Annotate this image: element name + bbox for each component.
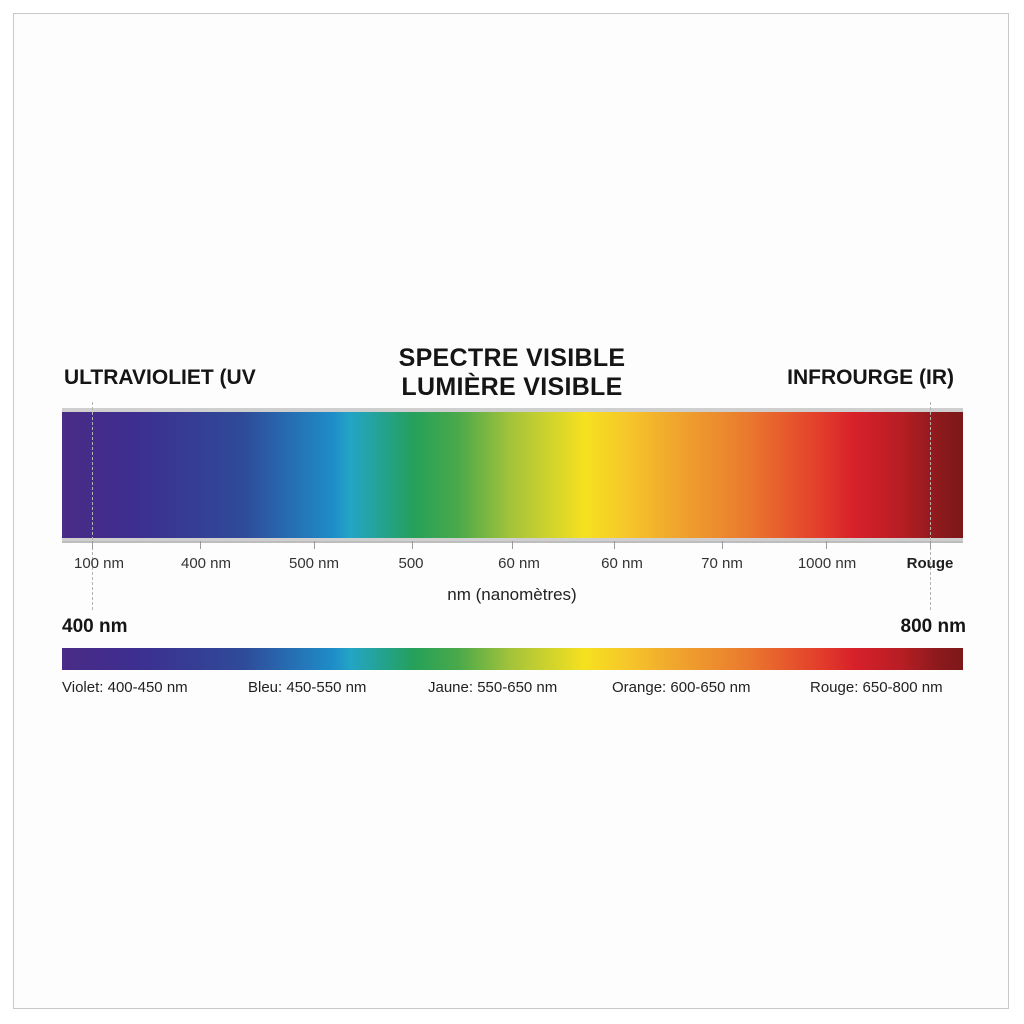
tick-label: 60 nm (498, 555, 540, 572)
range-jaune: Jaune: 550-650 nm (428, 679, 557, 696)
tick-mark (314, 541, 315, 549)
spectrum-bar (62, 408, 963, 542)
tick-label: 60 nm (601, 555, 643, 572)
tick-label: 500 nm (288, 555, 340, 572)
range-start-label: 400 nm (62, 616, 128, 637)
tick-mark (512, 541, 513, 549)
range-value: : 550-650 nm (468, 679, 558, 696)
range-name: Violet (62, 679, 100, 696)
tick-label: 70 nm (701, 555, 743, 572)
range-name: Rouge (810, 679, 855, 696)
tick-label: 500 (398, 555, 424, 572)
title-line-2: LUMIÈRE VISIBLE (401, 373, 623, 401)
range-violet: Violet: 400-450 nm (62, 679, 188, 696)
tick-mark (930, 541, 931, 549)
tick-mark (92, 541, 93, 549)
range-value: : 600-650 nm (662, 679, 751, 696)
unit-label: nm (nanomètres) (447, 585, 577, 604)
visible-range-bar (62, 648, 963, 670)
range-end-label: 800 nm (900, 616, 966, 637)
uv-label: ULTRAVIOLIET (UV (64, 366, 256, 389)
tick-label: 400 nm (180, 555, 232, 572)
range-value: : 400-450 nm (99, 679, 188, 696)
title-line-1: SPECTRE VISIBLE (398, 344, 626, 372)
uv-boundary-line (92, 402, 93, 610)
range-value: : 450-550 nm (278, 679, 367, 696)
tick-mark (200, 541, 201, 549)
tick-mark (614, 541, 615, 549)
ir-boundary-line (930, 402, 931, 610)
ir-label: INFROURGE (IR) (787, 366, 954, 389)
tick-mark (412, 541, 413, 549)
tick-mark (722, 541, 723, 549)
tick-label: Rouge (906, 555, 954, 572)
range-bleu: Bleu: 450-550 nm (248, 679, 366, 696)
tick-label: 1000 nm (797, 555, 857, 572)
range-name: Orange (612, 679, 663, 696)
range-rouge: Rouge: 650-800 nm (810, 679, 943, 696)
range-name: Jaune (428, 679, 469, 696)
range-name: Bleu (248, 679, 279, 696)
tick-mark (826, 541, 827, 549)
range-orange: Orange: 600-650 nm (612, 679, 750, 696)
range-value: : 650-800 nm (854, 679, 943, 696)
tick-label: 100 nm (73, 555, 125, 572)
